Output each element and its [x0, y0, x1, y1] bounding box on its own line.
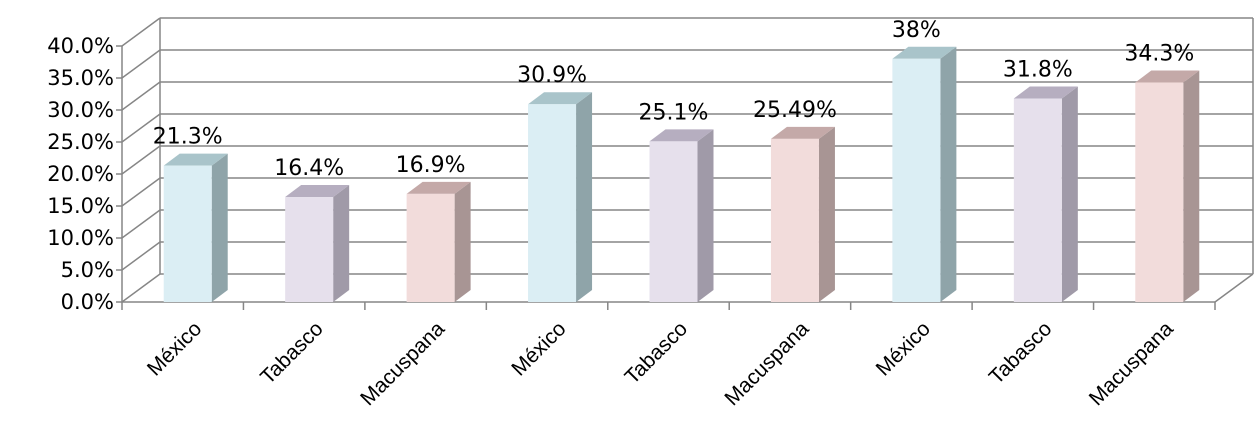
x-tick-label: México	[872, 317, 935, 380]
bar-side	[211, 153, 228, 302]
x-tick-label: Macuspana	[1085, 317, 1178, 410]
bar	[285, 197, 334, 302]
gridline-side	[121, 81, 161, 111]
bar-side	[940, 46, 957, 302]
data-label: 21.3%	[153, 125, 223, 150]
y-tick-label: 20.0%	[47, 162, 114, 186]
x-tick-label: Tabasco	[256, 317, 328, 389]
y-tick-label: 5.0%	[61, 258, 114, 282]
y-tick-label: 0.0%	[61, 290, 114, 314]
bar-top	[406, 181, 471, 194]
y-tick-label: 30.0%	[47, 98, 114, 122]
bar-top	[1135, 70, 1200, 83]
data-label: 16.9%	[396, 153, 466, 178]
bar-top	[892, 46, 957, 59]
gridline-side	[121, 177, 161, 207]
data-label: 38%	[892, 18, 941, 43]
y-tick-label: 25.0%	[47, 130, 114, 154]
bar	[406, 193, 455, 302]
bar-top	[770, 126, 835, 139]
bar-top	[1013, 86, 1078, 99]
bar-top	[649, 129, 714, 142]
x-tick-label: Macuspana	[720, 317, 813, 410]
bar-side	[818, 126, 835, 302]
floor-right-edge	[1214, 273, 1254, 303]
data-label: 25.49%	[753, 98, 837, 123]
gridline-side	[121, 145, 161, 175]
bar-side	[454, 181, 471, 302]
bar	[528, 104, 577, 303]
y-tick-label: 35.0%	[47, 66, 114, 90]
data-label: 30.9%	[517, 63, 587, 88]
x-tick-label: Macuspana	[356, 317, 449, 410]
x-tick-label: México	[143, 317, 206, 380]
gridline-side	[121, 17, 161, 47]
data-label: 34.3%	[1124, 41, 1194, 66]
x-tick-label: México	[507, 317, 570, 380]
gridline-side	[121, 113, 161, 143]
bar-top	[285, 185, 350, 198]
gridline-side	[121, 241, 161, 271]
bar	[649, 141, 698, 302]
gridline-side	[121, 273, 161, 303]
data-label: 16.4%	[274, 156, 344, 181]
data-label: 31.8%	[1003, 57, 1073, 82]
bar	[770, 138, 819, 302]
gridline-side	[121, 49, 161, 79]
bar-top	[528, 92, 593, 105]
bar-side	[333, 185, 350, 302]
bar-side	[1061, 86, 1078, 302]
data-label: 25.1%	[639, 100, 709, 125]
bar-side	[1183, 70, 1200, 302]
bar-top	[163, 153, 228, 166]
bar	[892, 58, 941, 302]
gridline-side	[121, 209, 161, 239]
x-tick-label: Tabasco	[985, 317, 1057, 389]
bar	[1135, 82, 1184, 302]
bar-side	[697, 129, 714, 302]
bar-side	[576, 92, 593, 303]
bar	[1013, 98, 1062, 302]
x-tick-label: Tabasco	[620, 317, 692, 389]
y-tick-label: 15.0%	[47, 194, 114, 218]
y-tick-label: 40.0%	[47, 34, 114, 58]
bar	[163, 165, 212, 302]
y-tick-label: 10.0%	[47, 226, 114, 250]
